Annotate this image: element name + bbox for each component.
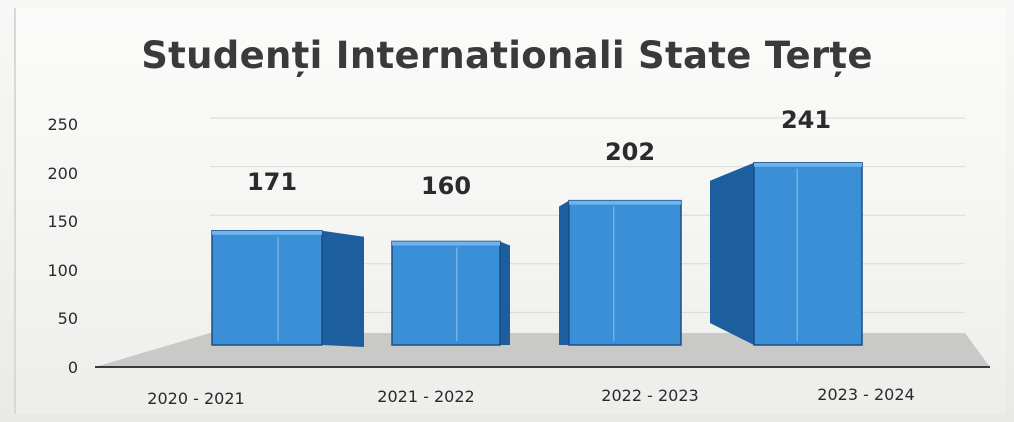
bar-side-face (710, 162, 754, 345)
x-category-label: 2022 - 2023 (601, 386, 698, 405)
bar-top-face (754, 162, 862, 167)
bar-top-face (212, 230, 322, 235)
bars-group (211, 161, 863, 347)
bar-front-face (391, 240, 501, 346)
bar-front-face (753, 161, 863, 346)
bar-front-face (211, 230, 323, 346)
bar-side-face (322, 230, 364, 347)
y-tick-labels: 0 50 100 150 200 250 (47, 115, 78, 377)
bar-front-face (568, 199, 682, 346)
bar (710, 161, 863, 346)
bar-side-face (559, 200, 569, 345)
y-tick: 150 (47, 212, 78, 231)
y-tick: 50 (58, 309, 78, 328)
x-category-label: 2023 - 2024 (817, 385, 914, 404)
x-category-label: 2020 - 2021 (147, 389, 244, 408)
bar-side-face (500, 241, 510, 345)
bar (391, 240, 510, 346)
data-label: 241 (781, 106, 831, 134)
bar-top-face (569, 200, 681, 205)
x-category-labels: 2020 - 2021 2021 - 2022 2022 - 2023 2023… (147, 385, 914, 408)
bar-top-face (392, 241, 500, 246)
y-tick: 0 (68, 358, 78, 377)
data-labels: 171 160 202 241 (247, 106, 831, 200)
bar (559, 199, 682, 346)
chart-title: Studenți Internationali State Terțe (141, 34, 873, 77)
y-tick: 100 (47, 261, 78, 280)
data-label: 171 (247, 168, 297, 196)
data-label: 202 (605, 138, 655, 166)
y-tick: 200 (47, 164, 78, 183)
y-tick: 250 (47, 115, 78, 134)
x-category-label: 2021 - 2022 (377, 387, 474, 406)
bar (211, 230, 364, 347)
data-label: 160 (421, 172, 471, 200)
